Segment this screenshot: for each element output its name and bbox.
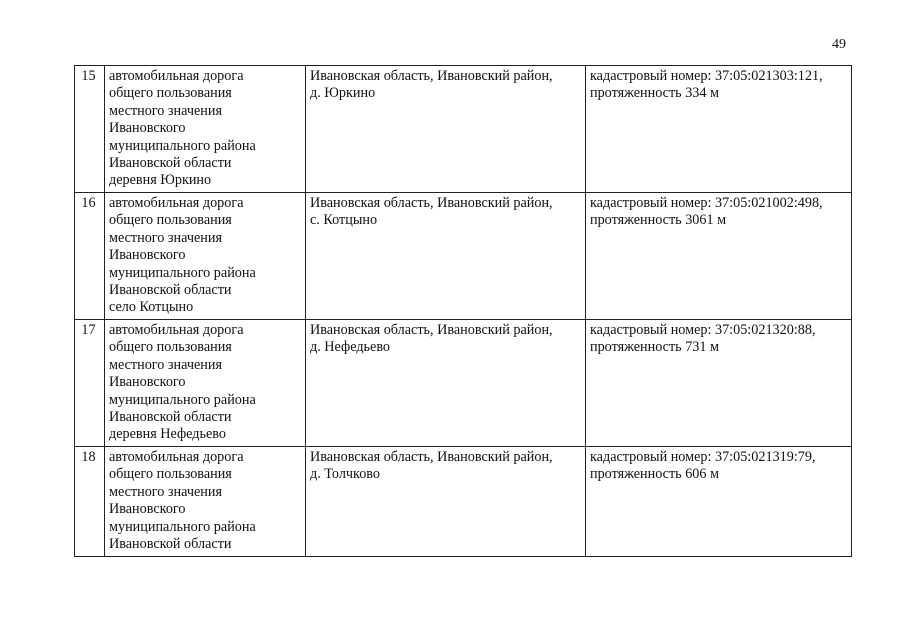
cadastral-info-cell: кадастровый номер: 37:05:021002:498, прот… (585, 192, 852, 320)
text-line: д. Толчково (310, 466, 380, 483)
text-line: общего пользования (109, 212, 232, 229)
text-line: автомобильная дорога (109, 322, 244, 338)
text-line: Ивановского (109, 374, 186, 391)
cadastral-info-cell: кадастровый номер: 37:05:021303:121, прот… (585, 65, 852, 193)
text-line: д. Юркино (310, 85, 376, 102)
text-line: село Котцыно (109, 299, 194, 316)
roads-table: 15 автомобильная дорога общего пользования… (74, 65, 852, 557)
road-name-cell: автомобильная дорога общего пользования ме… (104, 192, 306, 320)
text-line: протяженность 334 м (590, 85, 719, 102)
text-line: Ивановского (109, 120, 186, 137)
address-cell: Ивановская область, Ивановский район, с. … (305, 192, 586, 320)
text-line: Ивановской области (109, 282, 232, 299)
text-line: местного значения (109, 102, 222, 119)
text-line: кадастровый номер: 37:05:021303:121, (590, 68, 823, 84)
text-line: протяженность 3061 м (590, 212, 727, 229)
text-line: кадастровый номер: 37:05:021002:498, (590, 195, 823, 211)
text-line: деревня Юркино (109, 172, 212, 189)
text-line: муниципального района (109, 137, 256, 154)
text-line: протяженность 606 м (590, 466, 719, 483)
text-line: муниципального района (109, 264, 256, 281)
text-line: общего пользования (109, 339, 232, 356)
text-line: муниципального района (109, 391, 256, 408)
table-row: 17 автомобильная дорога общего пользования… (74, 319, 852, 447)
text-line: д. Нефедьево (310, 339, 391, 356)
text-line: Ивановская область, Ивановский район, (310, 449, 553, 465)
address-cell: Ивановская область, Ивановский район, д. … (305, 65, 586, 193)
text-line: кадастровый номер: 37:05:021319:79, (590, 449, 816, 465)
text-line: с. Котцыно (310, 212, 378, 229)
text-line: Ивановская область, Ивановский район, (310, 195, 553, 211)
text-line: Ивановская область, Ивановский район, (310, 68, 553, 84)
text-line: местного значения (109, 356, 222, 373)
row-number: 16 (74, 192, 105, 320)
text-line: кадастровый номер: 37:05:021320:88, (590, 322, 816, 338)
text-line: общего пользования (109, 85, 232, 102)
address-cell: Ивановская область, Ивановский район, д. … (305, 319, 586, 447)
text-line: Ивановская область, Ивановский район, (310, 322, 553, 338)
text-line: Ивановской области (109, 155, 232, 172)
text-line: Ивановского (109, 501, 186, 518)
text-line: местного значения (109, 483, 222, 500)
text-line: местного значения (109, 229, 222, 246)
table-row: 16 автомобильная дорога общего пользования… (74, 192, 852, 320)
text-line: Ивановской области (109, 536, 232, 553)
text-line: автомобильная дорога (109, 449, 244, 465)
text-line: муниципального района (109, 518, 256, 535)
text-line: общего пользования (109, 466, 232, 483)
text-line: протяженность 731 м (590, 339, 719, 356)
table-row: 18 автомобильная дорога общего пользования… (74, 446, 852, 557)
row-number: 15 (74, 65, 105, 193)
table-row: 15 автомобильная дорога общего пользования… (74, 65, 852, 193)
address-cell: Ивановская область, Ивановский район, д. … (305, 446, 586, 557)
text-line: автомобильная дорога (109, 68, 244, 84)
page-number: 49 (832, 37, 846, 52)
row-number: 17 (74, 319, 105, 447)
road-name-cell: автомобильная дорога общего пользования ме… (104, 319, 306, 447)
text-line: деревня Нефедьево (109, 426, 226, 443)
road-name-cell: автомобильная дорога общего пользования ме… (104, 446, 306, 557)
text-line: Ивановского (109, 247, 186, 264)
text-line: Ивановской области (109, 409, 232, 426)
row-number: 18 (74, 446, 105, 557)
cadastral-info-cell: кадастровый номер: 37:05:021320:88, протя… (585, 319, 852, 447)
text-line: автомобильная дорога (109, 195, 244, 211)
road-name-cell: автомобильная дорога общего пользования ме… (104, 65, 306, 193)
cadastral-info-cell: кадастровый номер: 37:05:021319:79, протя… (585, 446, 852, 557)
